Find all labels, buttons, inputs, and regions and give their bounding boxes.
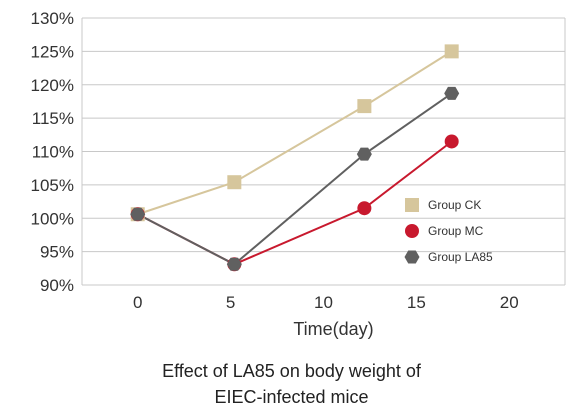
x-tick-label: 5 (226, 293, 235, 312)
data-point-group-la85 (444, 86, 460, 100)
chart-caption-line-2: EIEC-infected mice (214, 387, 369, 407)
data-point-group-ck (227, 175, 242, 190)
legend-label: Group MC (428, 224, 484, 238)
y-tick-label: 115% (32, 109, 74, 128)
legend-marker-group-la85 (404, 250, 420, 264)
x-tick-label: 20 (500, 293, 519, 312)
y-tick-label: 100% (31, 209, 74, 228)
y-tick-label: 125% (31, 42, 74, 61)
x-tick-label: 15 (407, 293, 426, 312)
y-tick-label: 90% (40, 276, 74, 295)
data-point-group-ck (357, 99, 372, 114)
chart-caption-line-1: Effect of LA85 on body weight of (162, 361, 421, 381)
data-point-group-mc (444, 134, 459, 149)
legend-label: Group CK (428, 198, 481, 212)
y-tick-label: 120% (31, 76, 74, 95)
data-point-group-la85 (130, 207, 146, 221)
legend-label: Group LA85 (428, 250, 493, 264)
y-tick-label: 95% (40, 243, 74, 262)
data-point-group-la85 (226, 257, 242, 271)
x-axis-label: Time(day) (293, 319, 373, 339)
data-point-group-ck (444, 44, 459, 59)
series-line-group-la85 (137, 92, 453, 266)
legend-marker-group-mc (405, 224, 419, 238)
x-tick-label: 0 (133, 293, 142, 312)
line-chart: 90% 95% 100% 105% 110% 115% 120% 125% 130% 0 5 10 15… (31, 9, 566, 339)
legend-marker-group-ck (405, 198, 419, 212)
series-line-group-ck (137, 50, 453, 216)
y-tick-label: 110% (32, 143, 74, 162)
data-point-group-la85 (356, 147, 372, 161)
y-tick-label: 130% (31, 9, 74, 28)
series-line-group-mc (137, 140, 453, 266)
y-tick-label: 105% (31, 176, 74, 195)
data-point-group-mc (357, 201, 372, 216)
x-tick-label: 10 (314, 293, 333, 312)
